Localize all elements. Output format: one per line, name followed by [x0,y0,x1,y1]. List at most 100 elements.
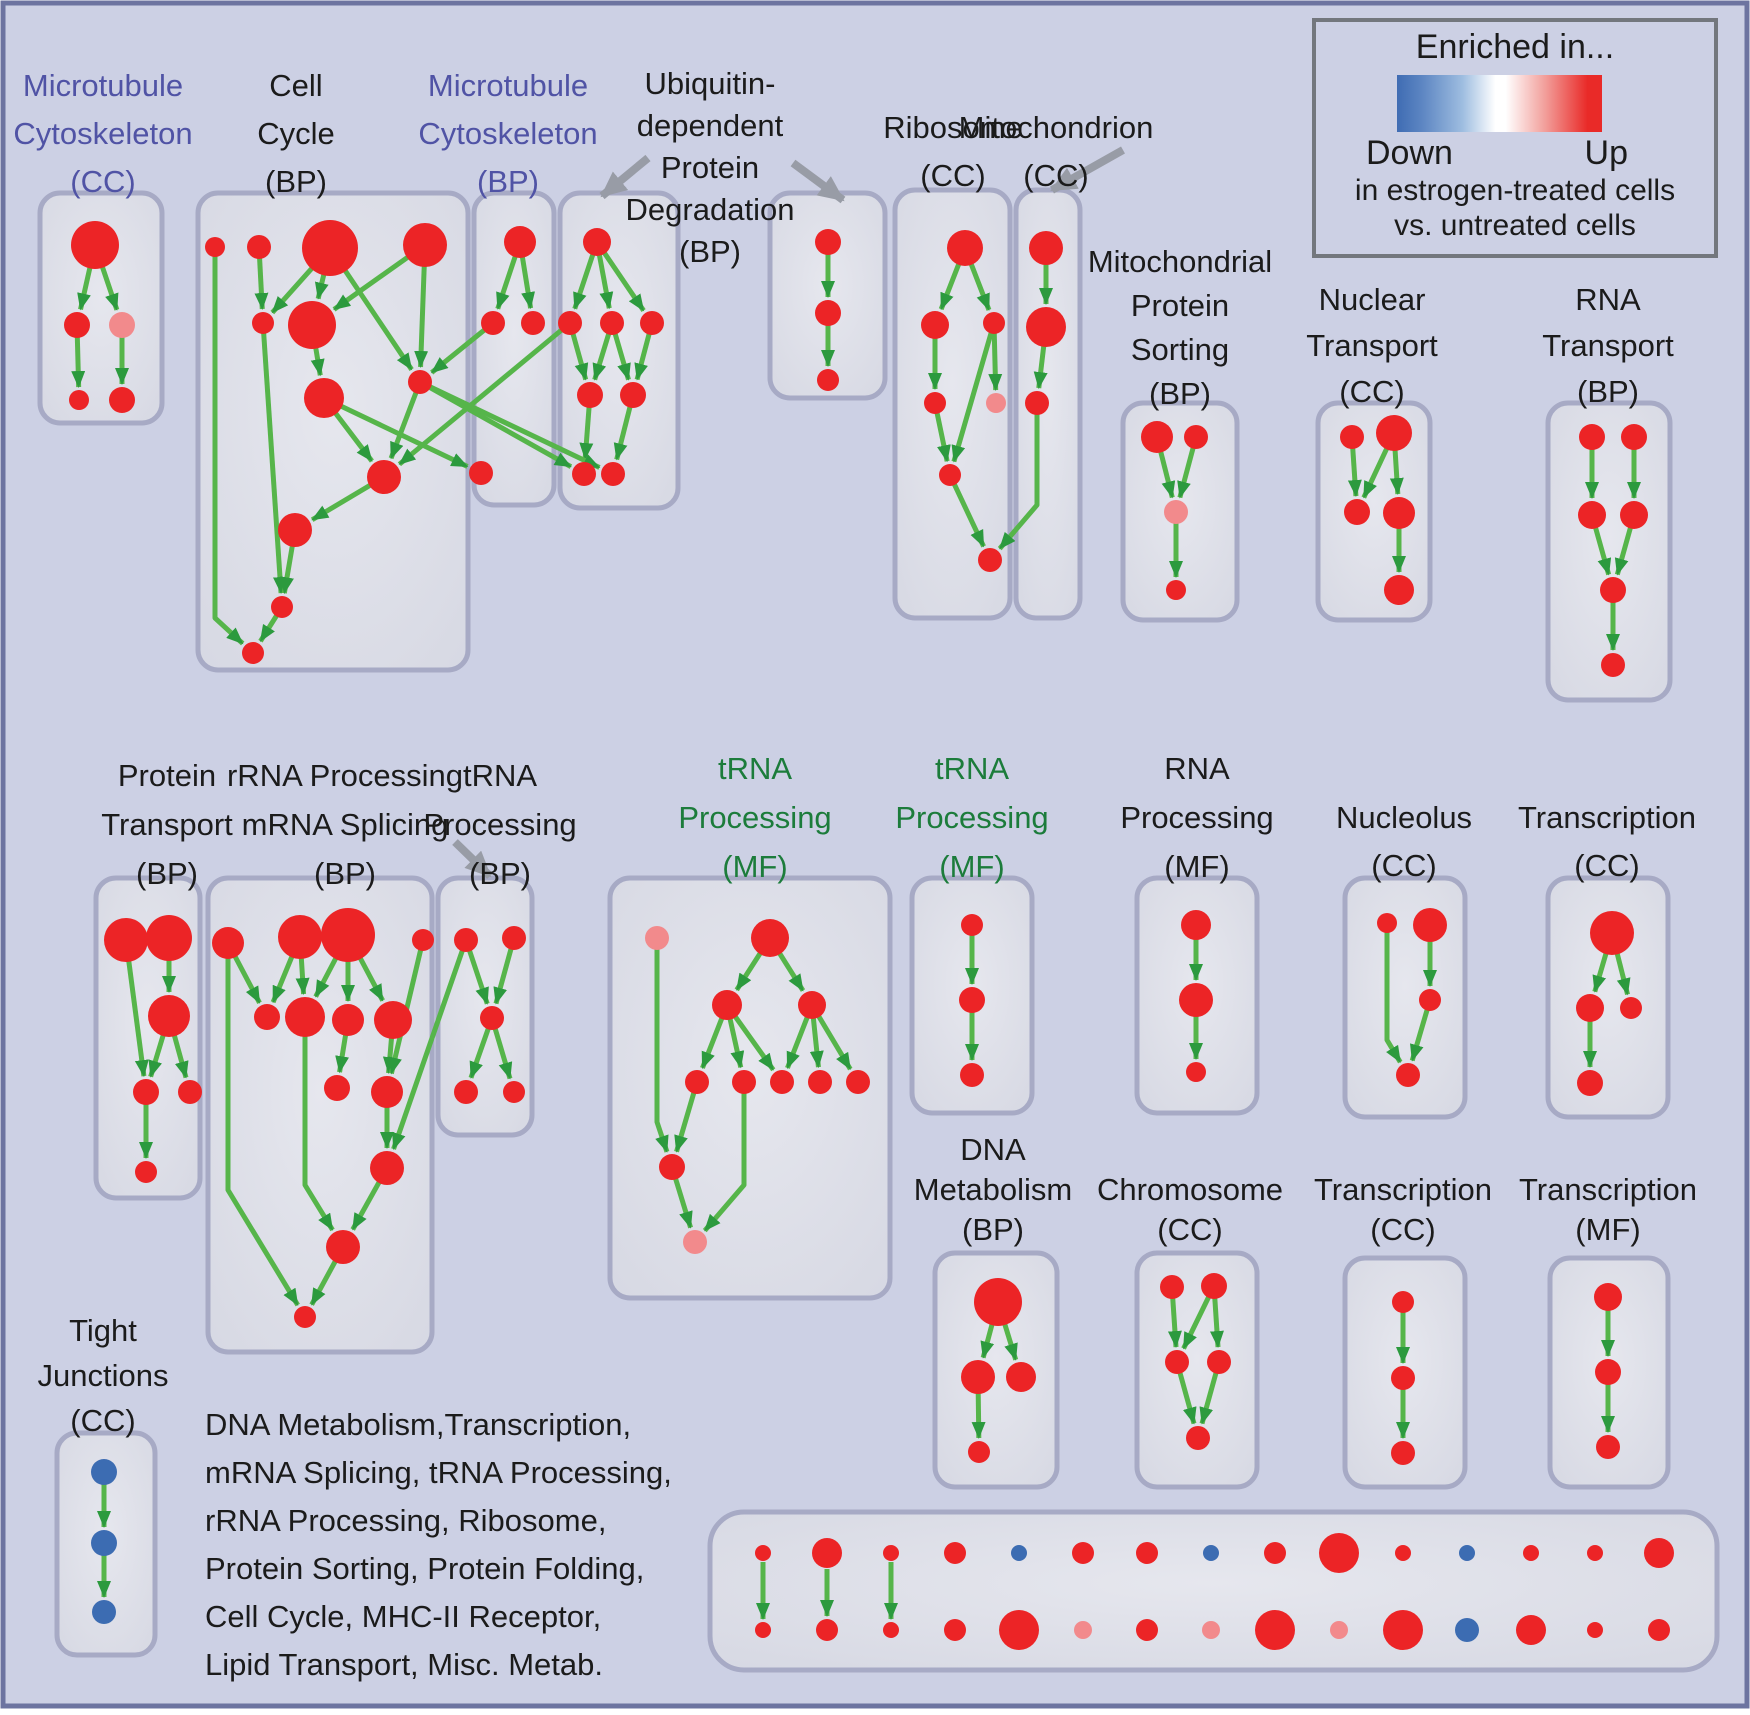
title-tight-junctions: Tight Junctions (CC) [38,1308,169,1443]
go-term-node [1186,1062,1206,1082]
title-line: Cytoskeleton [13,116,193,151]
title-trna-bp: tRNA Processing (BP) [423,751,576,898]
dna-metabolism-box [932,1250,1060,1490]
transcription-cc-1-box [1545,875,1671,1120]
go-term-node [503,1081,525,1103]
edge-arrow [391,939,469,1151]
title-line: Chromosome [1096,1172,1284,1207]
go-term-node [278,513,312,547]
go-term-node [1136,1619,1158,1641]
go-term-node [751,919,789,957]
title-line: rRNA Processing [226,757,464,793]
go-term-node [770,1070,794,1094]
go-term-node [403,223,447,267]
go-term-node [109,312,135,338]
go-term-node [288,301,336,349]
go-term-node [601,462,625,486]
legend-box: Enriched in... Down Up in estrogen-treat… [1312,18,1718,258]
go-term-node [326,1230,360,1264]
go-term-node [732,1070,756,1094]
go-term-node [815,229,841,255]
go-term-node [146,915,192,961]
go-term-node [983,312,1005,334]
go-term-node [620,382,646,408]
go-term-node [212,927,244,959]
title-line: (BP) [477,164,539,199]
title-line: Transport [101,806,233,842]
title-line: Microtubule [427,68,589,103]
go-term-node [1413,908,1447,942]
microtubule-bp-box [471,190,557,508]
title-line: (CC) [1339,374,1405,409]
legend-down-label: Down [1366,134,1453,172]
title-line: (CC) [70,1402,136,1438]
misc-terms-box [707,1509,1720,1673]
title-line: (BP) [135,855,198,891]
go-term-node [1202,1621,1220,1639]
go-term-node [247,235,271,259]
edge-arrow [988,322,1003,392]
title-cell-cycle-bp: Cell Cycle (BP) [257,62,335,206]
misc-text-line: Cell Cycle, MHC-II Receptor, [205,1599,602,1634]
title-line: Cytoskeleton [418,116,598,151]
title-line: Sorting [1130,332,1230,367]
title-line: Mitochondrion [958,110,1154,145]
title-line: Cell [269,68,323,103]
go-term-node [304,378,344,418]
label-pointer-arrow [1050,146,1125,194]
edge-arrow [947,473,986,548]
go-term-node [1255,1610,1295,1650]
edge-arrow [702,1082,747,1233]
go-term-node [324,1075,350,1101]
go-term-node [1025,391,1049,415]
edge-arrow [322,395,469,469]
title-line: (CC) [70,164,136,199]
title-line: Protein [117,757,217,793]
go-term-node [408,370,432,394]
go-term-node [961,1360,995,1394]
go-term-node [974,1278,1022,1326]
go-term-node [1578,501,1606,529]
edge-arrow [418,379,601,470]
title-line: Protein [660,150,760,185]
go-term-node [521,311,545,335]
go-term-node [1523,1545,1539,1561]
go-term-node [1587,1622,1603,1638]
go-term-node [480,1006,504,1030]
go-term-node [1383,497,1415,529]
go-term-node [1377,913,1397,933]
title-line: Transport [1542,328,1674,363]
go-term-node [371,1076,403,1108]
edge-arrow [430,321,495,375]
title-nucleolus-cc: Nucleolus (CC) [1336,794,1472,890]
go-term-node [755,1622,771,1638]
edge-arrow [674,1081,700,1153]
go-term-node [961,914,983,936]
misc-text-line: DNA Metabolism,Transcription, [205,1407,632,1442]
title-line: (BP) [314,855,376,891]
go-term-node [939,464,961,486]
title-line: Transcription [1313,1172,1493,1207]
go-term-node [1590,911,1634,955]
title-nuclear-transport: Nuclear Transport (CC) [1306,277,1438,415]
title-ubiquitin: Ubiquitin-dependent Protein Degradation (BP… [626,63,795,273]
go-term-node [1179,983,1213,1017]
edge-arrow [997,403,1040,551]
go-term-node [1344,499,1370,525]
title-line: Transcription [1517,800,1697,835]
title-line: (BP) [962,1212,1024,1247]
go-term-node [1391,1366,1415,1390]
misc-categories-text: DNA Metabolism,Transcription, mRNA Splic… [205,1401,672,1689]
go-term-node [271,596,293,618]
rna-transport-box [1545,400,1673,703]
title-mitochondrion-cc: Mitochondrion (CC) [959,104,1154,200]
go-term-node [91,1530,117,1556]
title-line: Degradation [625,192,795,227]
go-term-node [659,1154,685,1180]
go-term-node [600,311,624,335]
go-term-node [502,926,526,950]
title-line: tRNA [462,757,538,793]
go-term-node [577,382,603,408]
go-term-node [1166,580,1186,600]
edge-arrow [388,939,426,1075]
